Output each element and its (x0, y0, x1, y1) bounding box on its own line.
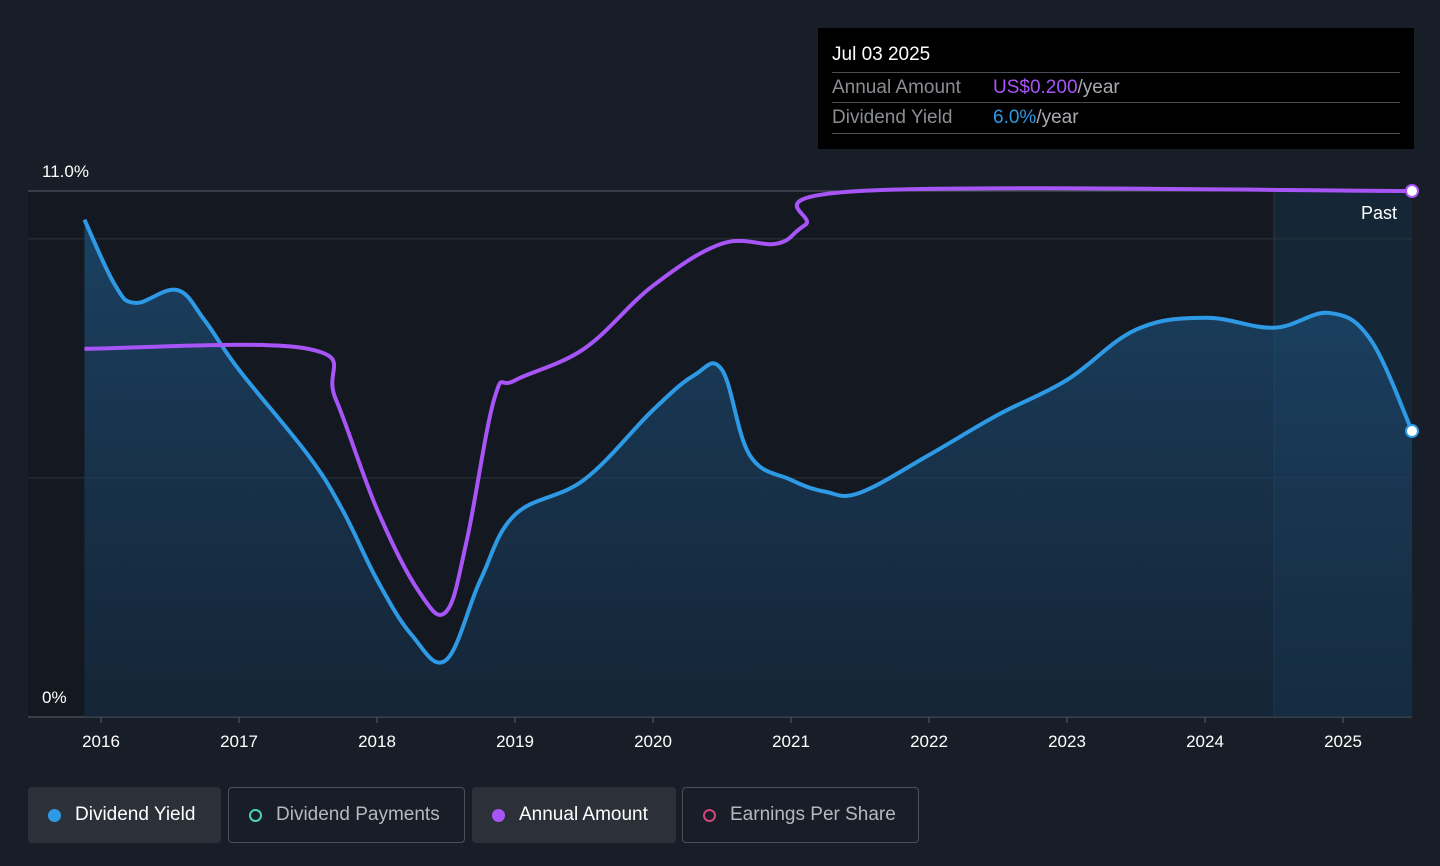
tooltip-label: Annual Amount (832, 77, 961, 98)
dividend-yield-end-marker (1405, 424, 1419, 439)
filled-dot-icon (48, 808, 61, 822)
tooltip-value: US$0.200 (993, 77, 1078, 98)
tooltip-divider (832, 133, 1400, 134)
tooltip-label: Dividend Yield (832, 107, 953, 128)
annual-amount-end-marker (1405, 184, 1419, 198)
x-tick-label: 2022 (910, 732, 948, 751)
tooltip: Jul 03 2025 Annual Amount US$0.200/year D… (818, 28, 1414, 149)
tooltip-unit: /year (1036, 107, 1079, 128)
legend-label: Earnings Per Share (730, 804, 896, 825)
x-tick-label: 2016 (82, 732, 120, 751)
legend-dividend-yield[interactable]: Dividend Yield (28, 787, 221, 843)
legend-label: Dividend Payments (276, 804, 440, 825)
x-tick-label: 2024 (1186, 732, 1224, 751)
x-tick-label: 2023 (1048, 732, 1086, 751)
tooltip-date: Jul 03 2025 (832, 44, 931, 65)
x-tick-label: 2021 (772, 732, 810, 751)
past-label: Past (1361, 203, 1397, 223)
y-tick-bottom: 0% (42, 688, 67, 707)
tooltip-unit: /year (1077, 77, 1120, 98)
y-tick-top: 11.0% (42, 162, 89, 181)
dividend-yield-area (84, 219, 1413, 717)
legend-dividend-payments[interactable]: Dividend Payments (228, 787, 465, 843)
tooltip-row-annual-amount: Annual Amount US$0.200/year (832, 72, 1400, 103)
hollow-dot-icon (703, 808, 716, 822)
x-tick-label: 2019 (496, 732, 534, 751)
legend-label: Annual Amount (519, 804, 648, 825)
hollow-dot-icon (249, 808, 262, 822)
legend-earnings-per-share[interactable]: Earnings Per Share (682, 787, 919, 843)
filled-dot-icon (492, 808, 505, 822)
legend-annual-amount[interactable]: Annual Amount (472, 787, 676, 843)
x-tick-label: 2017 (220, 732, 258, 751)
x-tick-label: 2018 (358, 732, 396, 751)
legend-label: Dividend Yield (75, 804, 196, 825)
x-tick-label: 2020 (634, 732, 672, 751)
tooltip-value: 6.0% (993, 107, 1037, 128)
tooltip-row-dividend-yield: Dividend Yield 6.0%/year (832, 102, 1400, 133)
dividend-yield-line (82, 218, 1414, 665)
x-tick-label: 2025 (1324, 732, 1362, 751)
annual-amount-line (84, 186, 1413, 617)
